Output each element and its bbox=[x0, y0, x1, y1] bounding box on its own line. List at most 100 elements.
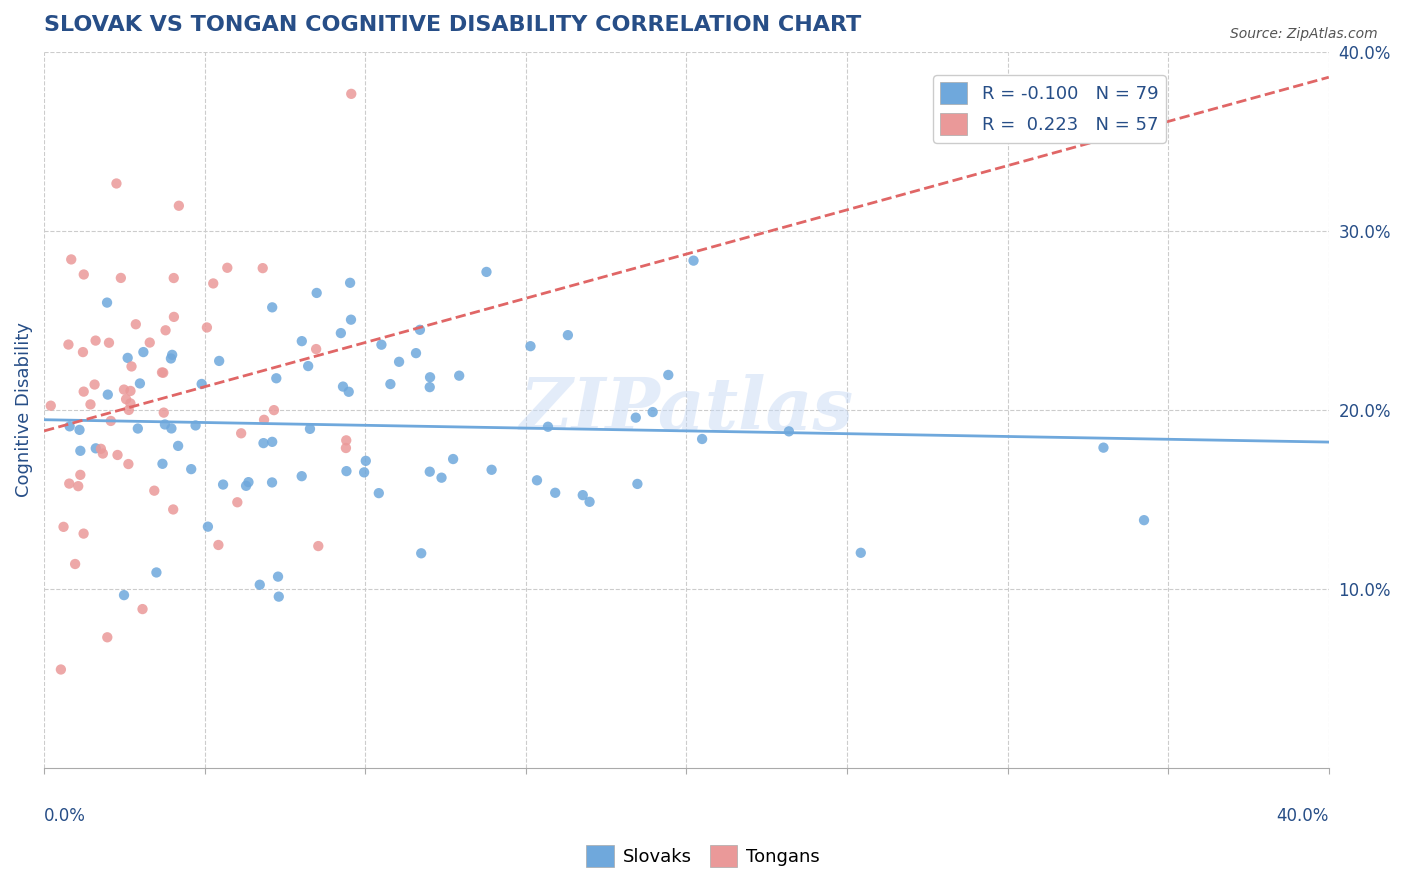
Point bbox=[118, 403, 141, 417]
Point bbox=[253, 413, 276, 427]
Point bbox=[641, 405, 664, 419]
Point bbox=[526, 473, 548, 487]
Point bbox=[112, 383, 135, 397]
Point bbox=[163, 310, 186, 324]
Point bbox=[163, 271, 186, 285]
Point bbox=[217, 260, 239, 275]
Point bbox=[90, 442, 112, 456]
Point bbox=[238, 475, 260, 490]
Point bbox=[117, 457, 139, 471]
Point bbox=[305, 342, 328, 356]
Point bbox=[112, 588, 135, 602]
Point bbox=[127, 421, 149, 435]
Point bbox=[202, 277, 225, 291]
Point bbox=[411, 546, 433, 560]
Point bbox=[132, 345, 155, 359]
Point bbox=[1133, 513, 1156, 527]
Point bbox=[537, 419, 560, 434]
Point bbox=[297, 359, 319, 373]
Text: Source: ZipAtlas.com: Source: ZipAtlas.com bbox=[1230, 27, 1378, 41]
Point bbox=[249, 578, 271, 592]
Point bbox=[39, 399, 62, 413]
Point bbox=[339, 276, 361, 290]
Point bbox=[67, 479, 90, 493]
Point bbox=[340, 87, 363, 101]
Point bbox=[69, 467, 91, 482]
Point bbox=[120, 384, 142, 398]
Point bbox=[160, 348, 183, 362]
Point bbox=[380, 377, 402, 392]
Point bbox=[298, 422, 321, 436]
Point bbox=[79, 397, 101, 411]
Point bbox=[105, 177, 128, 191]
Text: ZIPatlas: ZIPatlas bbox=[519, 375, 853, 445]
Point bbox=[145, 566, 167, 580]
Point bbox=[160, 351, 183, 366]
Point bbox=[207, 538, 229, 552]
Point bbox=[682, 253, 704, 268]
Point bbox=[58, 476, 80, 491]
Point bbox=[571, 488, 593, 502]
Point bbox=[419, 380, 441, 394]
Point bbox=[367, 486, 389, 500]
Point bbox=[72, 526, 94, 541]
Point bbox=[195, 320, 218, 334]
Point bbox=[475, 265, 498, 279]
Point bbox=[332, 379, 354, 393]
Point bbox=[96, 630, 118, 644]
Point bbox=[388, 355, 411, 369]
Point bbox=[121, 359, 143, 374]
Point bbox=[262, 434, 284, 449]
Point bbox=[125, 318, 148, 332]
Point bbox=[370, 337, 392, 351]
Point bbox=[69, 443, 91, 458]
Point bbox=[73, 384, 96, 399]
Point bbox=[419, 370, 441, 384]
Point bbox=[117, 351, 139, 365]
Point bbox=[150, 365, 173, 379]
Point bbox=[59, 419, 82, 434]
Text: 40.0%: 40.0% bbox=[1277, 807, 1329, 825]
Point bbox=[180, 462, 202, 476]
Point bbox=[235, 479, 257, 493]
Point bbox=[49, 663, 72, 677]
Point bbox=[52, 520, 75, 534]
Point bbox=[208, 354, 231, 368]
Point bbox=[405, 346, 427, 360]
Point bbox=[184, 418, 207, 433]
Point bbox=[449, 368, 471, 383]
Point bbox=[107, 448, 129, 462]
Point bbox=[110, 271, 132, 285]
Point bbox=[657, 368, 679, 382]
Legend: Slovaks, Tongans: Slovaks, Tongans bbox=[579, 838, 827, 874]
Point bbox=[129, 376, 152, 391]
Point bbox=[624, 410, 647, 425]
Text: 0.0%: 0.0% bbox=[44, 807, 86, 825]
Point bbox=[143, 483, 166, 498]
Point bbox=[212, 477, 235, 491]
Point bbox=[152, 457, 174, 471]
Point bbox=[481, 463, 503, 477]
Point bbox=[58, 337, 80, 351]
Point bbox=[167, 439, 190, 453]
Point bbox=[84, 334, 107, 348]
Legend: R = -0.100   N = 79, R =  0.223   N = 57: R = -0.100 N = 79, R = 0.223 N = 57 bbox=[934, 75, 1166, 143]
Point bbox=[152, 366, 174, 380]
Point bbox=[353, 466, 375, 480]
Point bbox=[335, 441, 357, 455]
Point bbox=[120, 396, 142, 410]
Point bbox=[263, 403, 285, 417]
Point bbox=[167, 199, 190, 213]
Point bbox=[519, 339, 541, 353]
Point bbox=[335, 434, 357, 448]
Point bbox=[626, 477, 648, 491]
Point bbox=[73, 268, 96, 282]
Point bbox=[115, 392, 138, 407]
Point bbox=[409, 323, 432, 337]
Point bbox=[100, 414, 122, 428]
Point bbox=[60, 252, 83, 267]
Point bbox=[307, 539, 329, 553]
Point bbox=[340, 312, 363, 326]
Point bbox=[139, 335, 162, 350]
Point bbox=[267, 590, 290, 604]
